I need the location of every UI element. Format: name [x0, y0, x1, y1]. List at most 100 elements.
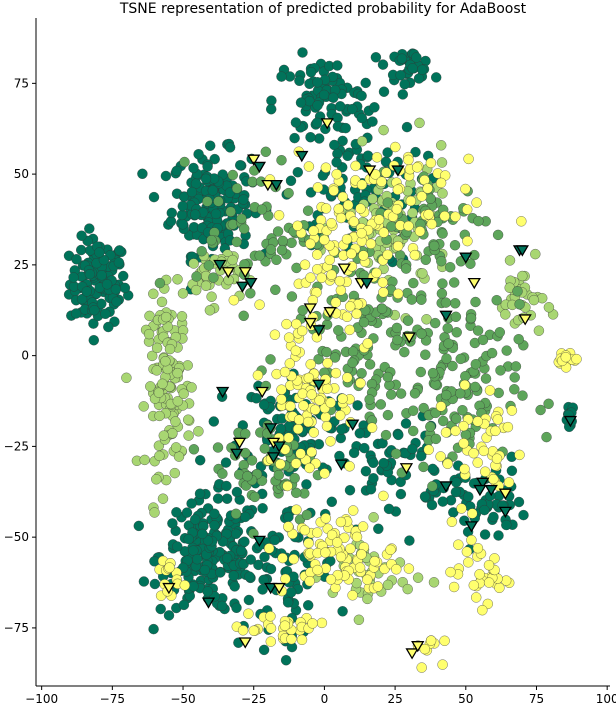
- scatter-point: [220, 457, 232, 468]
- scatter-point: [446, 516, 458, 527]
- scatter-point: [477, 334, 489, 346]
- scatter-point: [418, 402, 429, 414]
- scatter-point: [178, 599, 190, 611]
- triangle-marker: [221, 267, 235, 279]
- x-tick-label: 100: [596, 692, 616, 705]
- scatter-point: [351, 531, 363, 543]
- scatter-point: [285, 175, 297, 186]
- scatter-point: [292, 423, 304, 435]
- scatter-point: [204, 305, 216, 316]
- scatter-point: [305, 67, 317, 78]
- scatter-point: [252, 370, 264, 381]
- scatter-point: [221, 493, 233, 504]
- scatter-point: [306, 389, 317, 400]
- scatter-point: [390, 448, 402, 459]
- scatter-point: [416, 191, 427, 202]
- scatter-point: [343, 199, 354, 211]
- scatter-point: [329, 139, 340, 151]
- scatter-point: [256, 204, 268, 215]
- scatter-point: [221, 480, 232, 492]
- scatter-point: [407, 207, 418, 219]
- scatter-point: [344, 485, 356, 496]
- scatter-point: [101, 279, 113, 290]
- scatter-point: [345, 543, 356, 554]
- scatter-point: [236, 545, 247, 556]
- scatter-point: [377, 59, 389, 70]
- scatter-point: [202, 586, 213, 597]
- scatter-point: [68, 272, 79, 283]
- triangle-marker: [303, 317, 317, 330]
- scatter-point: [178, 388, 189, 399]
- scatter-point: [348, 216, 359, 227]
- scatter-point: [335, 432, 346, 444]
- scatter-point: [470, 381, 481, 393]
- scatter-point: [371, 267, 382, 279]
- scatter-point: [299, 259, 311, 270]
- scatter-point: [246, 455, 258, 466]
- scatter-point: [314, 395, 325, 406]
- scatter-point: [286, 634, 297, 645]
- scatter-point: [257, 584, 268, 595]
- scatter-point: [258, 399, 270, 410]
- scatter-point: [400, 418, 412, 429]
- scatter-point: [450, 298, 461, 309]
- scatter-point: [244, 571, 255, 582]
- scatter-point: [186, 382, 197, 393]
- scatter-point: [376, 303, 388, 314]
- scatter-point: [360, 466, 372, 477]
- scatter-point: [356, 112, 367, 124]
- scatter-point: [238, 194, 249, 205]
- scatter-point: [84, 223, 95, 234]
- triangle-marker: [411, 641, 425, 653]
- scatter-point: [280, 655, 292, 666]
- scatter-point: [294, 75, 305, 86]
- scatter-point: [400, 263, 412, 274]
- scatter-point: [451, 413, 462, 424]
- scatter-point: [495, 365, 506, 376]
- scatter-point: [510, 361, 522, 372]
- scatter-point: [148, 288, 159, 299]
- scatter-point: [328, 185, 339, 196]
- scatter-point: [417, 268, 428, 279]
- scatter-point: [413, 73, 425, 84]
- scatter-point: [408, 425, 419, 437]
- y-ticks: −75 −50 −25 0 25 50 75: [4, 76, 36, 635]
- scatter-point: [344, 324, 355, 336]
- scatter-point: [354, 562, 366, 573]
- scatter-point: [308, 225, 319, 236]
- scatter-point: [437, 228, 448, 239]
- scatter-point: [213, 196, 224, 207]
- scatter-point: [293, 414, 305, 425]
- scatter-point: [479, 504, 490, 516]
- scatter-point: [326, 529, 338, 541]
- triangle-marker: [334, 459, 349, 471]
- scatter-point: [419, 491, 431, 502]
- scatter-point: [70, 308, 82, 319]
- scatter-point: [199, 564, 210, 576]
- scatter-point: [461, 546, 473, 557]
- scatter-point: [195, 455, 206, 466]
- scatter-point: [297, 47, 308, 58]
- scatter-point: [445, 566, 456, 578]
- scatter-point: [190, 209, 201, 220]
- scatter-point: [483, 560, 495, 571]
- scatter-point: [455, 388, 466, 399]
- scatter-point: [337, 606, 348, 617]
- scatter-point: [179, 156, 190, 168]
- scatter-point: [312, 249, 323, 260]
- scatter-point: [463, 491, 474, 502]
- scatter-point: [177, 219, 188, 230]
- triangle-marker: [498, 488, 513, 500]
- scatter-point: [407, 63, 418, 74]
- scatter-point: [320, 162, 332, 173]
- scatter-point: [474, 569, 485, 580]
- scatter-point: [100, 308, 111, 319]
- scatter-point: [292, 167, 303, 178]
- scatter-point: [347, 103, 358, 115]
- triangle-marker: [515, 245, 529, 257]
- scatter-point: [311, 332, 323, 343]
- scatter-point: [410, 146, 421, 158]
- scatter-point: [239, 223, 250, 234]
- scatter-point: [191, 284, 202, 296]
- scatter-point: [193, 149, 204, 160]
